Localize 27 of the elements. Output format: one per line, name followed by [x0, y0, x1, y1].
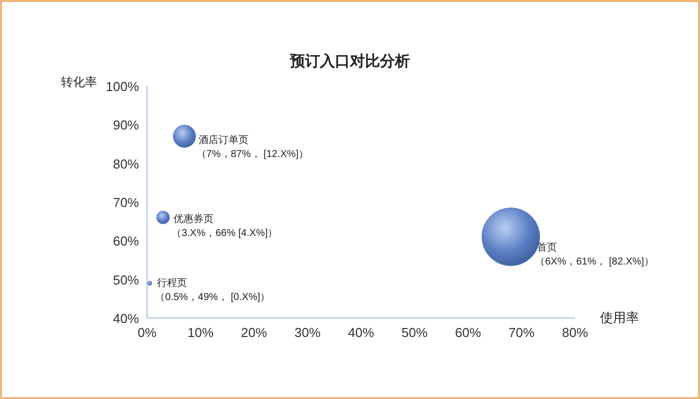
x-tick-label: 30% — [294, 325, 321, 340]
y-tick-label: 50% — [112, 272, 140, 288]
annotation: （7%，87%， [12.X%]） — [196, 148, 309, 160]
x-tick-label: 70% — [508, 325, 535, 340]
y-tick-label: 80% — [112, 156, 140, 172]
x-tick-label: 80% — [562, 325, 588, 340]
annotation: （6X%，61%， [82.X%]） — [535, 256, 654, 268]
y-tick-label: 100% — [106, 79, 140, 94]
annotation: （3.X%，66% [4.X%]） — [172, 228, 278, 240]
series-label: 酒店订单页 — [198, 134, 248, 146]
x-tick-label: 50% — [401, 325, 428, 340]
series-label: 行程页 — [157, 278, 188, 290]
x-tick-label: 60% — [454, 325, 482, 340]
y-tick-label: 70% — [112, 195, 140, 210]
x-tick-label: 0% — [138, 325, 157, 340]
x-axis-title: 使用率 — [600, 310, 639, 325]
series-label: 优惠券页 — [174, 213, 214, 226]
y-tick-label: 40% — [112, 311, 140, 326]
y-axis-title: 转化率 — [61, 75, 97, 89]
chart-title: 预订入口对比分析 — [289, 53, 410, 70]
x-tick-label: 40% — [348, 325, 374, 340]
y-tick-label: 90% — [112, 118, 140, 133]
x-tick-label: 20% — [240, 325, 268, 340]
series-label: 首页 — [537, 241, 558, 254]
x-tick-label: 10% — [187, 325, 214, 340]
annotation: （0.5%，49%， [0.X%]） — [155, 292, 270, 304]
y-tick-label: 60% — [112, 234, 140, 249]
